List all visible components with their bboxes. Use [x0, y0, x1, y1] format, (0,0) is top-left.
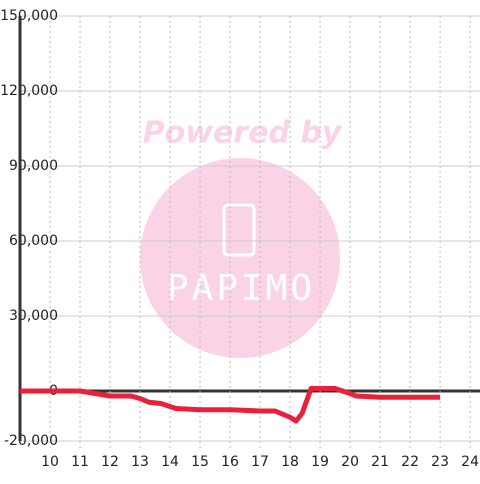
y-tick-label: 30,000 — [9, 308, 58, 324]
x-tick-label: 21 — [371, 454, 389, 470]
y-tick-label: 60,000 — [9, 233, 58, 249]
series-line — [20, 386, 441, 424]
x-tick-label: 16 — [221, 454, 239, 470]
x-tick-label: 24 — [461, 454, 479, 470]
y-tick-label: 150,000 — [0, 8, 58, 24]
x-tick-label: 23 — [431, 454, 449, 470]
x-tick-label: 19 — [311, 454, 329, 470]
x-tick-label: 10 — [41, 454, 59, 470]
x-tick-label: 20 — [341, 454, 359, 470]
y-tick-label: 120,000 — [0, 83, 58, 99]
y-tick-label: -20,000 — [4, 433, 58, 449]
x-tick-label: 15 — [191, 454, 209, 470]
x-tick-label: 17 — [251, 454, 269, 470]
watermark-logo: PAPIMO — [167, 268, 315, 309]
watermark-phone — [222, 203, 256, 257]
x-tick-label: 12 — [101, 454, 119, 470]
y-tick-label: 90,000 — [9, 158, 58, 174]
x-tick-label: 22 — [401, 454, 419, 470]
x-tick-label: 18 — [281, 454, 299, 470]
x-tick-label: 13 — [131, 454, 149, 470]
x-tick-label: 14 — [161, 454, 179, 470]
watermark-text: Powered by — [143, 116, 343, 151]
x-tick-label: 11 — [71, 454, 89, 470]
